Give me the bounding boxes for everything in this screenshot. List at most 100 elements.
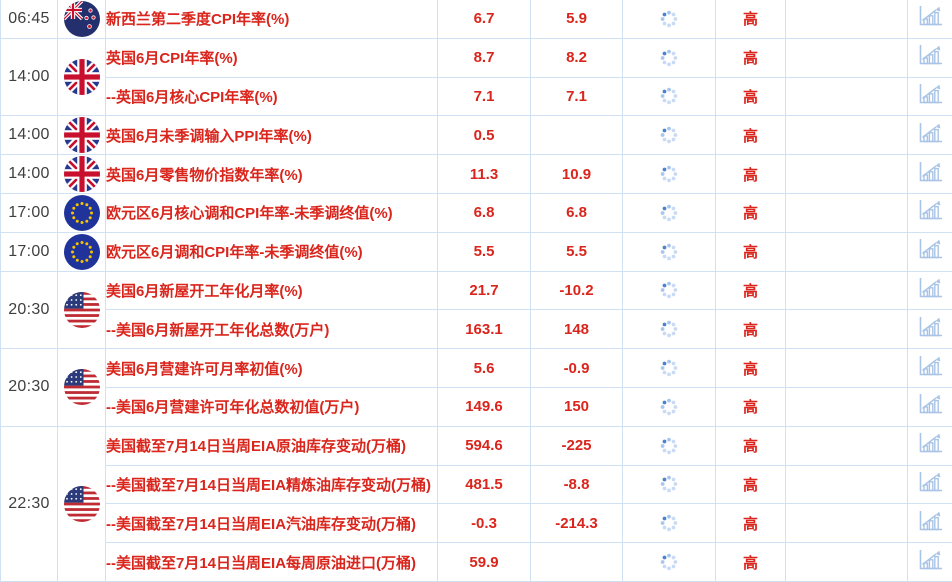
bar-chart-icon[interactable] [917, 4, 943, 28]
indicator-name: 美国截至7月14日当周EIA原油库存变动(万桶) [105, 425, 438, 466]
status-cell [622, 425, 716, 466]
flag-cell [57, 231, 106, 272]
bar-chart-icon[interactable] [917, 392, 943, 416]
table-row: 14:00 英国6月CPI年率(%) 8.7 8.2 高 [0, 37, 952, 117]
empty-cell [785, 154, 908, 194]
importance-badge: 高 [715, 542, 786, 582]
time-cell: 20:30 [0, 270, 58, 350]
actual-value: 150 [530, 386, 623, 427]
loading-spinner-icon [624, 358, 715, 378]
loading-spinner-icon [624, 9, 715, 29]
importance-badge: 高 [715, 270, 786, 311]
status-cell [622, 115, 716, 156]
table-row: 06:45 新西兰第二季度CPI年率(%) 6.7 5.9 高 [0, 0, 952, 39]
table-row: 14:00 英国6月零售物价指数年率(%) 11.3 10.9 高 [0, 154, 952, 194]
previous-value: 481.5 [437, 464, 531, 505]
empty-cell [785, 542, 908, 582]
loading-spinner-icon [624, 319, 715, 339]
actual-value [530, 115, 623, 156]
bar-chart-icon[interactable] [917, 431, 943, 455]
chart-cell [907, 309, 952, 350]
time-cell: 22:30 [0, 425, 58, 582]
previous-value: 594.6 [437, 425, 531, 466]
chart-cell [907, 115, 952, 156]
chart-cell [907, 503, 952, 544]
previous-value: 11.3 [437, 154, 531, 194]
chart-cell [907, 76, 952, 117]
flag-icon-new-zealand [59, 0, 105, 37]
chart-cell [907, 542, 952, 582]
status-cell [622, 542, 716, 582]
time-cell: 17:00 [0, 192, 58, 233]
table-row: 20:30 美国6月新屋开工年化月率(%) 21.7 -10.2 高 [0, 270, 952, 350]
bar-chart-icon[interactable] [917, 315, 943, 339]
bar-chart-icon[interactable] [917, 121, 943, 145]
indicator-name: --美国截至7月14日当周EIA每周原油进口(万桶) [105, 542, 438, 582]
status-cell [622, 386, 716, 427]
bar-chart-icon[interactable] [917, 237, 943, 261]
loading-spinner-icon [624, 125, 715, 145]
status-cell [622, 0, 716, 39]
indicator-name: --美国截至7月14日当周EIA汽油库存变动(万桶) [105, 503, 438, 544]
bar-chart-icon[interactable] [917, 82, 943, 106]
indicator-name: 英国6月CPI年率(%) [105, 37, 438, 78]
previous-value: 149.6 [437, 386, 531, 427]
actual-value [530, 542, 623, 582]
bar-chart-icon[interactable] [917, 160, 943, 184]
empty-cell [785, 348, 908, 388]
empty-cell [785, 503, 908, 544]
status-cell [622, 231, 716, 272]
bar-chart-icon[interactable] [917, 276, 943, 300]
flag-icon-uk [59, 117, 105, 154]
actual-value: -8.8 [530, 464, 623, 505]
chart-cell [907, 192, 952, 233]
actual-value: 8.2 [530, 37, 623, 78]
flag-cell [57, 37, 106, 117]
actual-value: 148 [530, 309, 623, 350]
status-cell [622, 76, 716, 117]
indicator-name: --英国6月核心CPI年率(%) [105, 76, 438, 117]
empty-cell [785, 37, 908, 78]
empty-cell [785, 192, 908, 233]
previous-value: 5.6 [437, 348, 531, 388]
indicator-name: 新西兰第二季度CPI年率(%) [105, 0, 438, 39]
previous-value: 5.5 [437, 231, 531, 272]
chart-cell [907, 270, 952, 311]
indicator-name: 欧元区6月调和CPI年率-未季调终值(%) [105, 231, 438, 272]
indicator-name: --美国6月营建许可年化总数初值(万户) [105, 386, 438, 427]
table-row: --美国截至7月14日当周EIA精炼油库存变动(万桶) 481.5 -8.8 高 [1, 464, 952, 505]
empty-cell [785, 425, 908, 466]
bar-chart-icon[interactable] [917, 548, 943, 572]
table-row: 17:00 欧元区6月核心调和CPI年率-未季调终值(%) 6.8 6.8 高 [0, 192, 952, 233]
table-row: --美国截至7月14日当周EIA汽油库存变动(万桶) -0.3 -214.3 高 [1, 503, 952, 544]
previous-value: 8.7 [437, 37, 531, 78]
empty-cell [785, 0, 908, 39]
flag-icon-eu [59, 233, 105, 270]
importance-badge: 高 [715, 37, 786, 78]
status-cell [622, 192, 716, 233]
table-row: --美国截至7月14日当周EIA每周原油进口(万桶) 59.9 高 [1, 542, 952, 582]
bar-chart-icon[interactable] [917, 470, 943, 494]
loading-spinner-icon [624, 397, 715, 417]
empty-cell [785, 386, 908, 427]
flag-icon-us [59, 369, 105, 406]
table-row: --美国6月营建许可年化总数初值(万户) 149.6 150 高 [1, 386, 952, 427]
importance-badge: 高 [715, 115, 786, 156]
indicator-name: 美国6月营建许可月率初值(%) [105, 348, 438, 388]
importance-badge: 高 [715, 503, 786, 544]
bar-chart-icon[interactable] [917, 43, 943, 67]
loading-spinner-icon [624, 86, 715, 106]
status-cell [622, 348, 716, 388]
bar-chart-icon[interactable] [917, 509, 943, 533]
loading-spinner-icon [624, 242, 715, 262]
status-cell [622, 309, 716, 350]
previous-value: 7.1 [437, 76, 531, 117]
flag-cell [57, 192, 106, 233]
flag-icon-uk [59, 156, 105, 193]
loading-spinner-icon [624, 552, 715, 572]
time-cell: 14:00 [0, 115, 58, 156]
bar-chart-icon[interactable] [917, 354, 943, 378]
bar-chart-icon[interactable] [917, 198, 943, 222]
table-row: 14:00 英国6月未季调输入PPI年率(%) 0.5 高 [0, 115, 952, 156]
chart-cell [907, 154, 952, 194]
